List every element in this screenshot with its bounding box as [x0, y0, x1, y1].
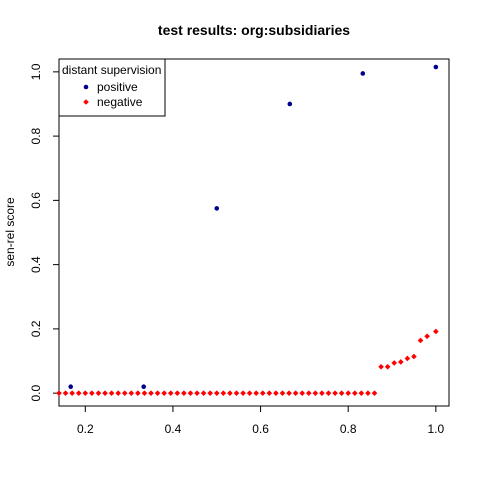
point-negative: [247, 390, 253, 396]
point-negative: [424, 333, 430, 339]
point-negative: [253, 390, 259, 396]
y-tick-label: 0.2: [29, 320, 43, 337]
point-negative: [286, 390, 292, 396]
point-negative: [122, 390, 128, 396]
point-negative: [372, 390, 378, 396]
x-tick-label: 0.8: [340, 422, 357, 436]
point-negative: [181, 390, 187, 396]
legend-label-positive: positive: [97, 80, 138, 94]
point-negative: [69, 390, 75, 396]
point-negative: [306, 390, 312, 396]
point-negative: [299, 390, 305, 396]
point-negative: [102, 390, 108, 396]
point-negative: [194, 390, 200, 396]
point-negative: [240, 390, 246, 396]
point-negative: [391, 360, 397, 366]
point-negative: [155, 390, 161, 396]
point-positive: [214, 206, 219, 211]
point-positive: [434, 65, 439, 70]
x-tick-label: 0.4: [165, 422, 182, 436]
x-tick-label: 1.0: [428, 422, 445, 436]
point-negative: [326, 390, 332, 396]
point-negative: [313, 390, 319, 396]
point-negative: [221, 390, 227, 396]
point-negative: [82, 390, 88, 396]
point-positive: [288, 102, 293, 107]
point-negative: [129, 390, 135, 396]
point-negative: [109, 390, 115, 396]
chart-title: test results: org:subsidiaries: [158, 22, 350, 38]
point-positive: [141, 384, 146, 389]
point-negative: [142, 390, 148, 396]
point-negative: [63, 390, 69, 396]
point-negative: [378, 364, 384, 370]
legend-marker-positive: [84, 85, 89, 90]
point-negative: [359, 390, 365, 396]
point-negative: [115, 390, 121, 396]
point-negative: [365, 390, 371, 396]
point-negative: [293, 390, 299, 396]
point-negative: [161, 390, 167, 396]
point-positive: [68, 384, 73, 389]
point-negative: [319, 390, 325, 396]
y-axis: 0.0 0.2 0.4 0.6 0.8 1.0: [29, 63, 59, 401]
point-negative: [405, 356, 411, 362]
point-negative: [76, 390, 82, 396]
point-negative: [280, 390, 286, 396]
point-negative: [135, 390, 141, 396]
point-positive: [361, 71, 366, 76]
y-tick-label: 0.8: [29, 127, 43, 144]
point-negative: [207, 390, 213, 396]
legend: distant supervision positive negative: [59, 59, 165, 116]
point-negative: [332, 390, 338, 396]
y-tick-label: 1.0: [29, 63, 43, 80]
point-negative: [214, 390, 220, 396]
point-negative: [345, 390, 351, 396]
point-negative: [352, 390, 358, 396]
x-axis: 0.2 0.4 0.6 0.8 1.0: [77, 406, 445, 436]
y-tick-label: 0.6: [29, 192, 43, 209]
y-tick-label: 0.4: [29, 256, 43, 273]
point-negative: [398, 359, 404, 365]
point-negative: [96, 390, 102, 396]
point-negative: [175, 390, 181, 396]
point-negative: [273, 390, 279, 396]
point-negative: [89, 390, 95, 396]
y-axis-label: sen-rel score: [3, 197, 17, 267]
x-tick-label: 0.6: [252, 422, 269, 436]
point-negative: [188, 390, 194, 396]
legend-title: distant supervision: [62, 63, 161, 77]
point-negative: [227, 390, 233, 396]
point-negative: [148, 390, 154, 396]
legend-label-negative: negative: [97, 95, 143, 109]
point-negative: [267, 390, 273, 396]
point-negative: [201, 390, 207, 396]
point-negative: [260, 390, 266, 396]
point-negative: [339, 390, 345, 396]
point-negative: [385, 364, 391, 370]
point-negative: [418, 338, 424, 344]
point-negative: [234, 390, 240, 396]
point-negative: [168, 390, 174, 396]
point-negative: [56, 390, 62, 396]
y-tick-label: 0.0: [29, 384, 43, 401]
point-negative: [411, 354, 417, 360]
x-tick-label: 0.2: [77, 422, 94, 436]
point-negative: [433, 329, 439, 335]
